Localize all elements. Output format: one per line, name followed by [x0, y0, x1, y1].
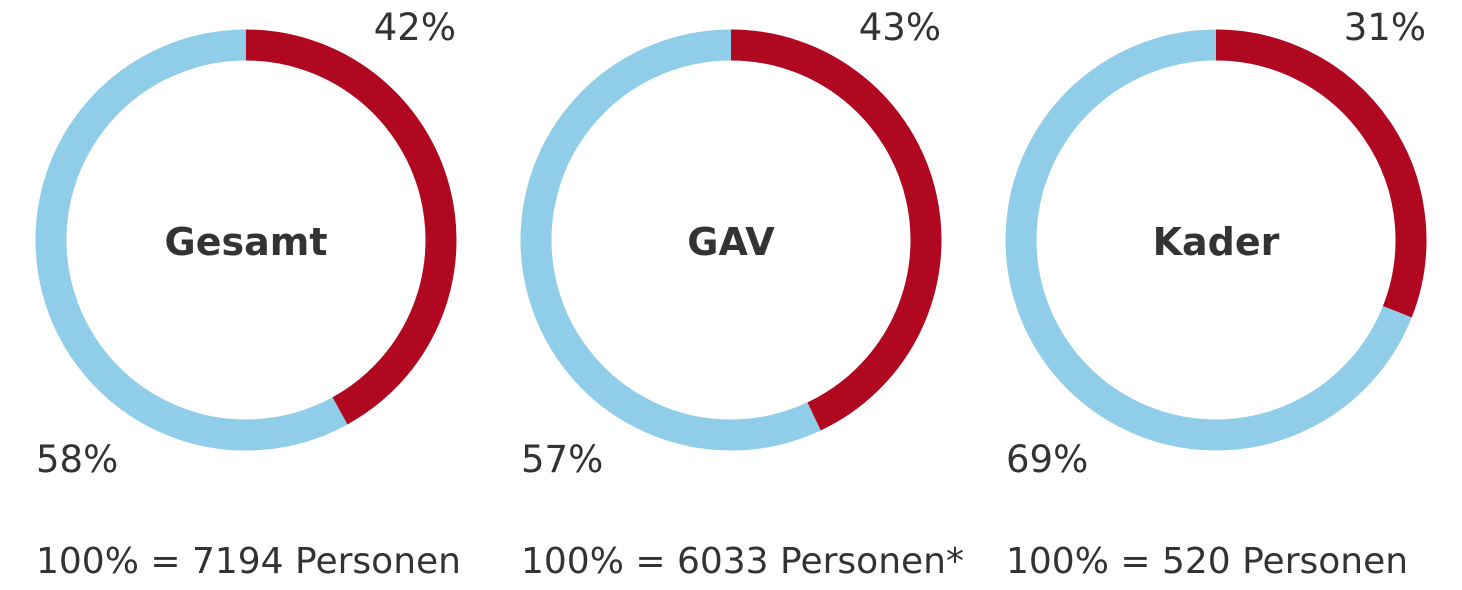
pct-label-red: 31% — [1344, 6, 1426, 49]
donut-svg: Kader 31% 69% — [1005, 6, 1427, 481]
pct-label-red: 42% — [374, 6, 456, 49]
total-label: 100% = 7194 Personen — [36, 541, 461, 582]
slice-red — [245, 29, 457, 425]
slice-blue — [520, 29, 821, 451]
slice-red — [1215, 29, 1427, 318]
donut-chart-gesamt: Gesamt 42% 58% 100% = 7194 Personen — [0, 0, 470, 590]
slice-blue — [1005, 29, 1412, 451]
slice-red — [730, 29, 942, 431]
slice-blue — [35, 29, 348, 451]
center-label: Gesamt — [165, 220, 328, 264]
center-label: GAV — [687, 220, 775, 264]
center-label: Kader — [1153, 220, 1280, 264]
pct-label-blue: 57% — [521, 438, 603, 481]
donut-chart-gav: GAV 43% 57% 100% = 6033 Personen* — [485, 0, 964, 590]
pct-label-red: 43% — [859, 6, 941, 49]
donut-chart-kader: Kader 31% 69% 100% = 520 Personen — [970, 0, 1440, 590]
donut-svg: Gesamt 42% 58% — [35, 6, 457, 481]
total-label: 100% = 520 Personen — [1006, 541, 1409, 582]
donut-svg: GAV 43% 57% — [520, 6, 942, 481]
pct-label-blue: 58% — [36, 438, 118, 481]
total-label: 100% = 6033 Personen* — [521, 541, 964, 582]
pct-label-blue: 69% — [1006, 438, 1088, 481]
